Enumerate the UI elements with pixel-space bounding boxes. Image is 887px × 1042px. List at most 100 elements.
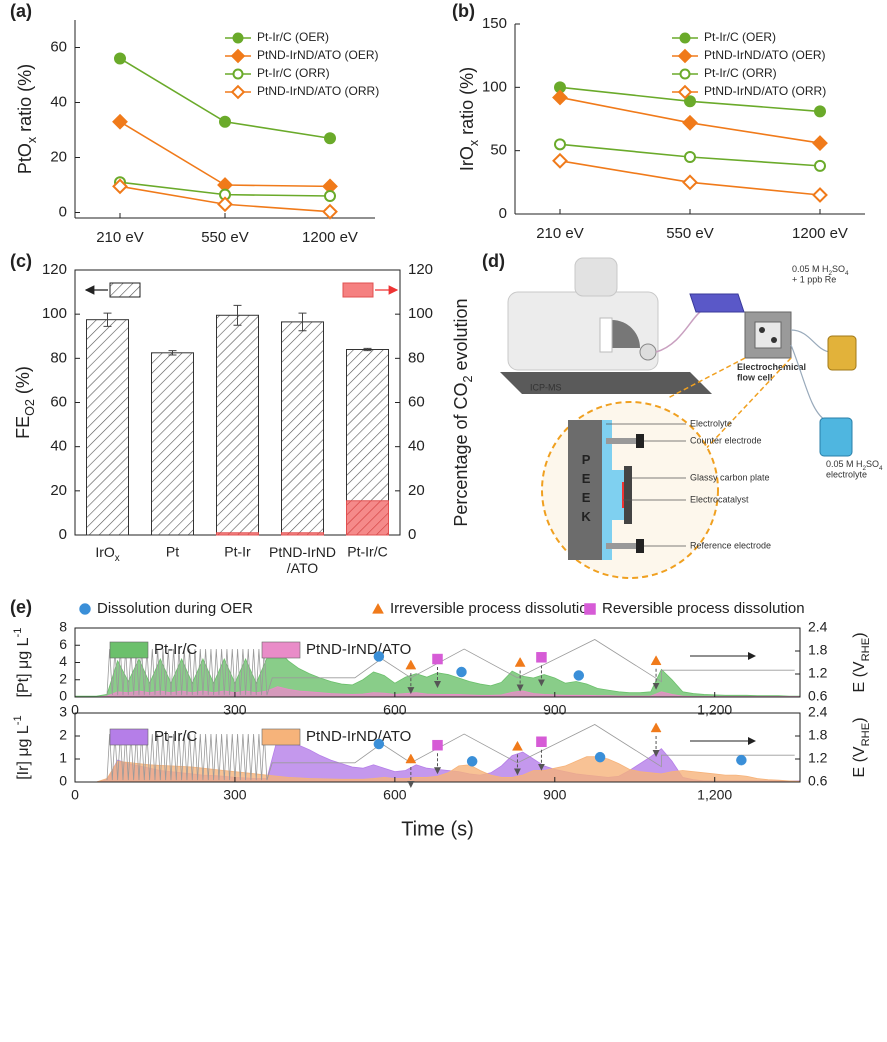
y2-tick-label: 60 [408,393,425,410]
x-axis-label: Time (s) [401,818,474,840]
reservoir-label: 0.05 M H2SO4+ 1 ppb Re [792,264,849,284]
marker-legend-symbol [373,604,384,614]
reservoir-re [828,336,856,370]
x-tick-label: 1200 eV [792,225,848,242]
text-part: 0.05 M H [792,264,829,274]
x-tick-label: 300 [223,787,247,803]
data-point [815,161,825,171]
reference-electrode [606,543,636,549]
text-part: 4 [879,465,883,472]
data-point [814,189,827,202]
y-tick-label: 3 [59,704,67,720]
x-tick-label: 1,200 [697,702,732,718]
data-point [685,152,695,162]
bar [217,315,259,535]
y-tick-label: 60 [50,38,67,55]
x-tick-label: 550 eV [666,225,714,242]
y2-tick-label: 80 [408,349,425,366]
text-part: 0.05 M H [826,459,863,469]
data-point [684,116,697,129]
legend-label: Pt-Ir/C (ORR) [257,66,330,80]
text-part: 4 [845,270,849,277]
y2-tick-label: 0.6 [808,773,828,789]
y-axis-label: PtOx ratio (%) [15,64,40,174]
annotation-marker [467,756,477,766]
y2-tick-label: 1.2 [808,665,828,681]
y2-tick-label: 100 [408,305,433,322]
text-part: O2 [23,399,37,416]
data-point [220,117,230,127]
legend-swatch [110,729,148,745]
legend-label: Pt-Ir/C [154,641,197,658]
y-tick-label: 1 [59,750,67,766]
electrocatalyst [622,482,624,508]
text-part: Percentage of CO [451,382,471,526]
x-tick-label: 210 eV [536,225,584,242]
annotation-marker [574,670,584,680]
marker-legend-symbol [585,604,596,615]
text-part: x [115,553,120,564]
y-tick-label: 6 [59,636,67,652]
callout: Reference electrode [690,540,771,550]
legend-swatch [262,642,300,658]
flow-cell-window [755,322,781,348]
text-part: [Pt] μg L [15,637,32,697]
text-part: electrolyte [826,470,867,480]
y-tick-label: 0 [59,526,67,543]
text-part: flow cell [737,373,773,383]
reservoir-electrolyte [820,418,852,456]
x-tick-label: 300 [223,702,247,718]
data-point [115,54,125,64]
y-tick-label: 8 [59,619,67,635]
marker-legend-label: Dissolution during OER [97,600,253,617]
y-tick-label: 2 [59,670,67,686]
annotation-marker [456,667,466,677]
x-tick-label: 600 [383,787,407,803]
bar [217,533,259,535]
text-part: E (V [851,661,868,692]
data-point [324,205,337,218]
legend-marker [232,86,244,98]
y2-tick-label: 1.8 [808,642,828,658]
data-point [325,191,335,201]
marker-legend-label: Irreversible process dissolution [390,600,596,617]
text-part: -1 [12,628,24,638]
legend-marker [232,50,244,62]
x-tick-label: 900 [543,787,567,803]
instrument-port [640,344,656,360]
x-tick-label: Pt-Ir [224,544,251,560]
annotation-marker [536,737,546,747]
annotation-marker [651,723,661,732]
legend-swatch [343,283,373,297]
y-tick-label: 20 [50,482,67,499]
x-tick-label: 600 [383,702,407,718]
potentiostat [690,294,744,312]
text-part: E (V [851,746,868,777]
legend-label: Pt-Ir/C (OER) [704,30,776,44]
y-tick-label: 20 [50,148,67,165]
y2-tick-label: 1.2 [808,750,828,766]
bar [152,353,194,535]
panel-label: (d) [482,251,505,271]
legend-marker [234,70,243,79]
text-part: ratio (%) [15,64,35,137]
legend-swatch [110,283,140,297]
body: {"chart_data": [ {"type": "line", "label… [0,0,887,1042]
y-tick-label: 120 [42,261,67,278]
bar [347,501,389,535]
c-legend [86,283,397,297]
figure: (d) ICP-MS Electrochemicalflow cell 0.05… [0,0,887,1042]
y-tick-label: 0 [59,688,67,704]
legend-label: PtND-IrND/ATO (OER) [704,48,826,62]
text-part: PtND-IrND [269,544,336,560]
x-tick-label: Pt [166,544,179,560]
legend-marker [234,34,243,43]
data-point [219,198,232,211]
data-point [554,91,567,104]
y-tick-label: 40 [50,93,67,110]
legend-label: PtND-IrND/ATO (ORR) [704,84,826,98]
text-part: 2 [461,375,475,382]
text-part: SO [832,264,845,274]
legend-label: PtND-IrND/ATO [306,641,411,658]
